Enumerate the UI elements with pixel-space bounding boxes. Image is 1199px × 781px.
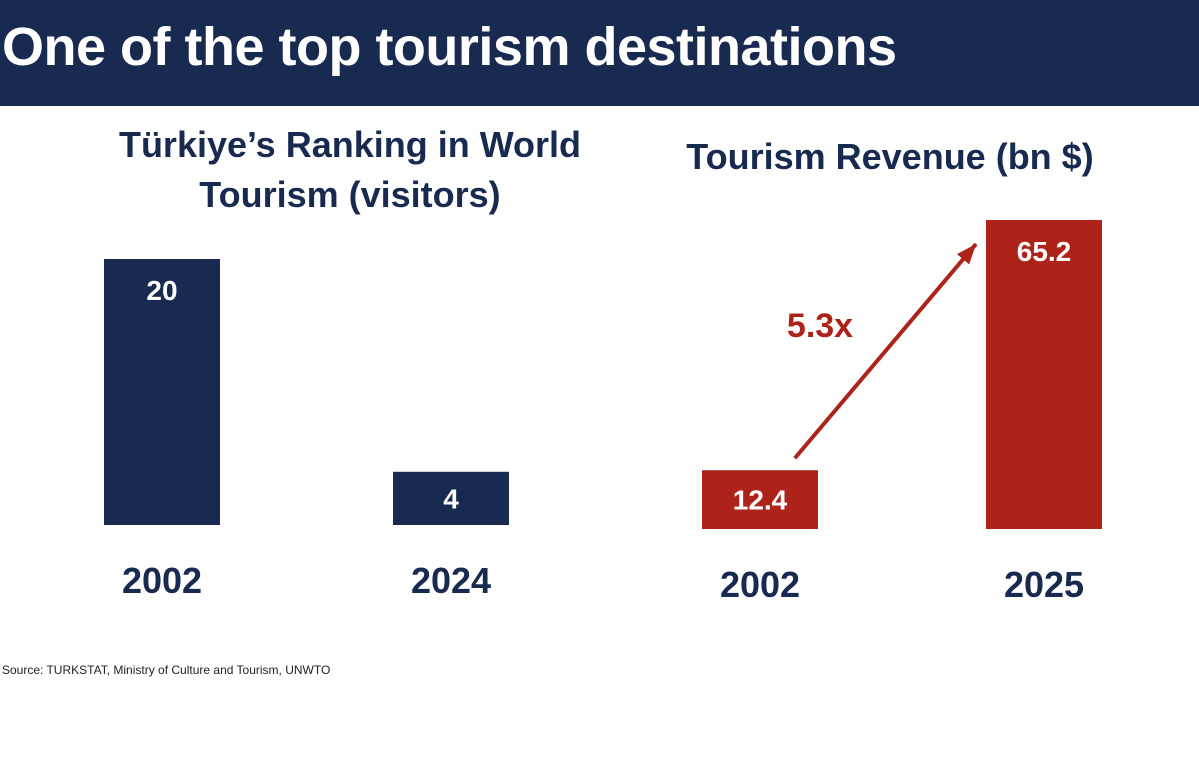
- ranking-value-label-2002: 20: [146, 275, 177, 306]
- ranking-bar-2024: [393, 471, 509, 525]
- revenue-bar-2002: [702, 470, 818, 529]
- page-title: One of the top tourism destinations: [2, 17, 897, 77]
- revenue-bar-2025: [986, 220, 1102, 529]
- revenue-category-label-2025: 2025: [1004, 564, 1084, 605]
- revenue-value-label-2025: 65.2: [1017, 236, 1072, 267]
- ranking-bar-2002: [104, 259, 220, 525]
- ranking-category-label-2024: 2024: [411, 560, 491, 601]
- header-bar: One of the top tourism destinations: [0, 0, 1199, 106]
- revenue-category-label-2002: 2002: [720, 564, 800, 605]
- revenue-value-label-2002: 12.4: [733, 485, 788, 516]
- growth-arrow-head: [956, 244, 976, 265]
- revenue-chart-title: Tourism Revenue (bn $): [686, 136, 1094, 177]
- growth-multiplier-label: 5.3x: [787, 307, 853, 345]
- growth-arrow-line: [793, 242, 978, 460]
- ranking-chart-title-line-1: Türkiye’s Ranking in World: [118, 124, 582, 165]
- ranking-value-label-2024: 4: [443, 483, 459, 514]
- source-note: Source: TURKSTAT, Ministry of Culture an…: [2, 663, 331, 677]
- ranking-category-label-2002: 2002: [122, 560, 202, 601]
- ranking-chart-title: Türkiye’s Ranking in World Tourism (visi…: [60, 120, 640, 220]
- ranking-chart-title-line-2: Tourism (visitors): [199, 174, 501, 215]
